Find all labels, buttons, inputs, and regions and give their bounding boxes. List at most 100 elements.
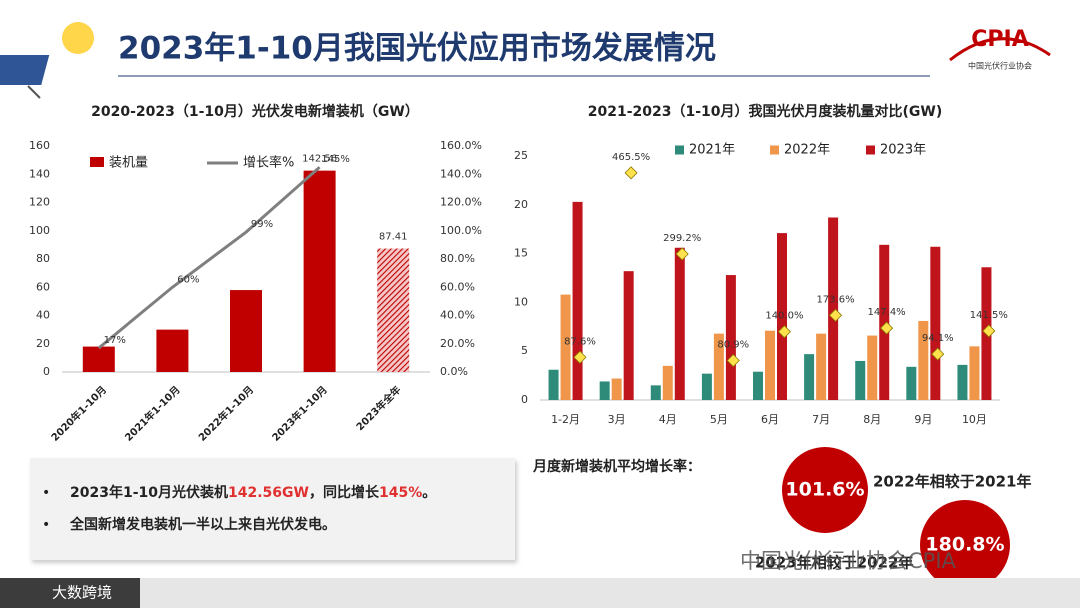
bar [548,369,559,400]
y2-tick-label: 80.0% [440,252,475,265]
y-tick-label: 0 [521,393,528,406]
bar [867,335,878,400]
data-label: 142.56 [302,154,337,165]
bar [156,329,189,372]
x-tick-label: 2023年1-10月 [269,383,330,444]
legend-swatch [866,145,875,155]
chart-title: 2021-2023（1-10月）我国光伏月度装机量对比(GW) [588,103,943,120]
bar [611,378,622,400]
average-value: 101.6% [785,479,864,501]
bar [855,360,866,400]
x-tick-label: 7月 [812,413,830,426]
marker [726,353,740,368]
data-label: 87.6% [564,336,596,347]
bar [777,233,787,400]
bar [377,248,410,372]
data-label: 94.1% [922,333,954,344]
x-tick-label: 2021年1-10月 [122,383,183,444]
data-label: 60% [177,274,199,285]
bar [918,320,929,400]
y-tick-label: 20 [36,337,50,350]
bar [650,385,661,400]
marker [573,350,587,364]
chart-title: 2020-2023（1-10月）光伏发电新增装机（GW） [91,103,419,120]
marker [675,247,689,261]
y-tick-label: 15 [514,247,528,260]
legend-swatch [90,157,104,167]
bar [572,201,583,400]
y-tick-label: 0 [43,365,50,378]
legend-label: 2021年 [689,143,735,158]
bar [828,217,839,400]
average-circle [920,500,1010,590]
average-desc: 2022年相较于2021年 [873,473,1032,491]
y-tick-label: 100 [29,224,50,237]
x-tick-label: 2020年1-10月 [48,383,109,444]
y2-tick-label: 160.0% [440,139,482,152]
marker [777,325,791,339]
marker [982,324,996,338]
logo: CPIA 中国光伏行业协会 [949,27,1051,71]
data-label: 465.5% [612,152,650,163]
data-label: 140.0% [765,311,803,322]
y2-tick-label: 60.0% [440,280,475,293]
legend-label: 增长率% [243,155,294,171]
x-tick-label: 6月 [761,413,779,426]
bar [906,366,917,400]
legend-swatch [675,145,684,155]
bar [82,346,115,372]
y-tick-label: 5 [521,344,528,357]
bar [560,294,571,400]
bar [804,354,815,400]
bar [713,333,724,400]
y-tick-label: 140 [29,167,50,180]
y-tick-label: 20 [514,198,528,211]
bullet: • [42,517,50,533]
data-label: 147.4% [868,307,906,318]
y2-tick-label: 40.0% [440,309,475,322]
bar [969,346,980,400]
averages-label: 月度新增装机平均增长率： [532,458,701,475]
average-value: 180.8% [925,534,1004,556]
data-label: 80.9% [717,340,749,351]
bar [230,290,262,372]
average-circle [782,447,868,533]
line [97,166,321,350]
note: 全国新增发电装机一半以上来自光伏发电。 [69,516,336,533]
logo-subtitle: 中国光伏行业协会 [968,61,1032,71]
y2-tick-label: 140.0% [440,167,482,180]
y-tick-label: 160 [29,139,50,152]
solar-icon [0,22,94,99]
marker [880,321,894,335]
average-desc: 2023年相较于2022年 [755,554,914,572]
legend-label: 2022年 [784,143,830,158]
y-tick-label: 120 [29,196,50,209]
y-tick-label: 60 [36,280,50,293]
legend-label: 2023年 [880,143,926,158]
y-tick-label: 25 [514,149,528,162]
bullet: • [42,485,50,501]
bar [623,271,634,400]
bar [930,246,941,400]
y2-tick-label: 120.0% [440,196,482,209]
y2-tick-label: 100.0% [440,224,482,237]
footer-tab [0,578,140,608]
marker [828,308,843,322]
y2-tick-label: 20.0% [440,337,475,350]
note: 2023年1-10月光伏装机142.56GW，同比增长145%。 [70,484,436,501]
x-tick-label: 10月 [962,413,987,426]
x-tick-label: 8月 [863,413,881,426]
data-label: 299.2% [663,233,701,244]
y-tick-label: 40 [36,309,50,322]
bar [674,247,685,400]
notes-box [30,458,515,560]
bar [725,275,736,400]
x-tick-label: 9月 [914,413,932,426]
x-tick-label: 1-2月 [551,413,580,426]
bar [753,371,763,400]
x-tick-label: 2023年全年 [353,383,403,433]
footer-text: 大数跨境 [52,584,112,602]
footer-bar [0,578,1080,608]
